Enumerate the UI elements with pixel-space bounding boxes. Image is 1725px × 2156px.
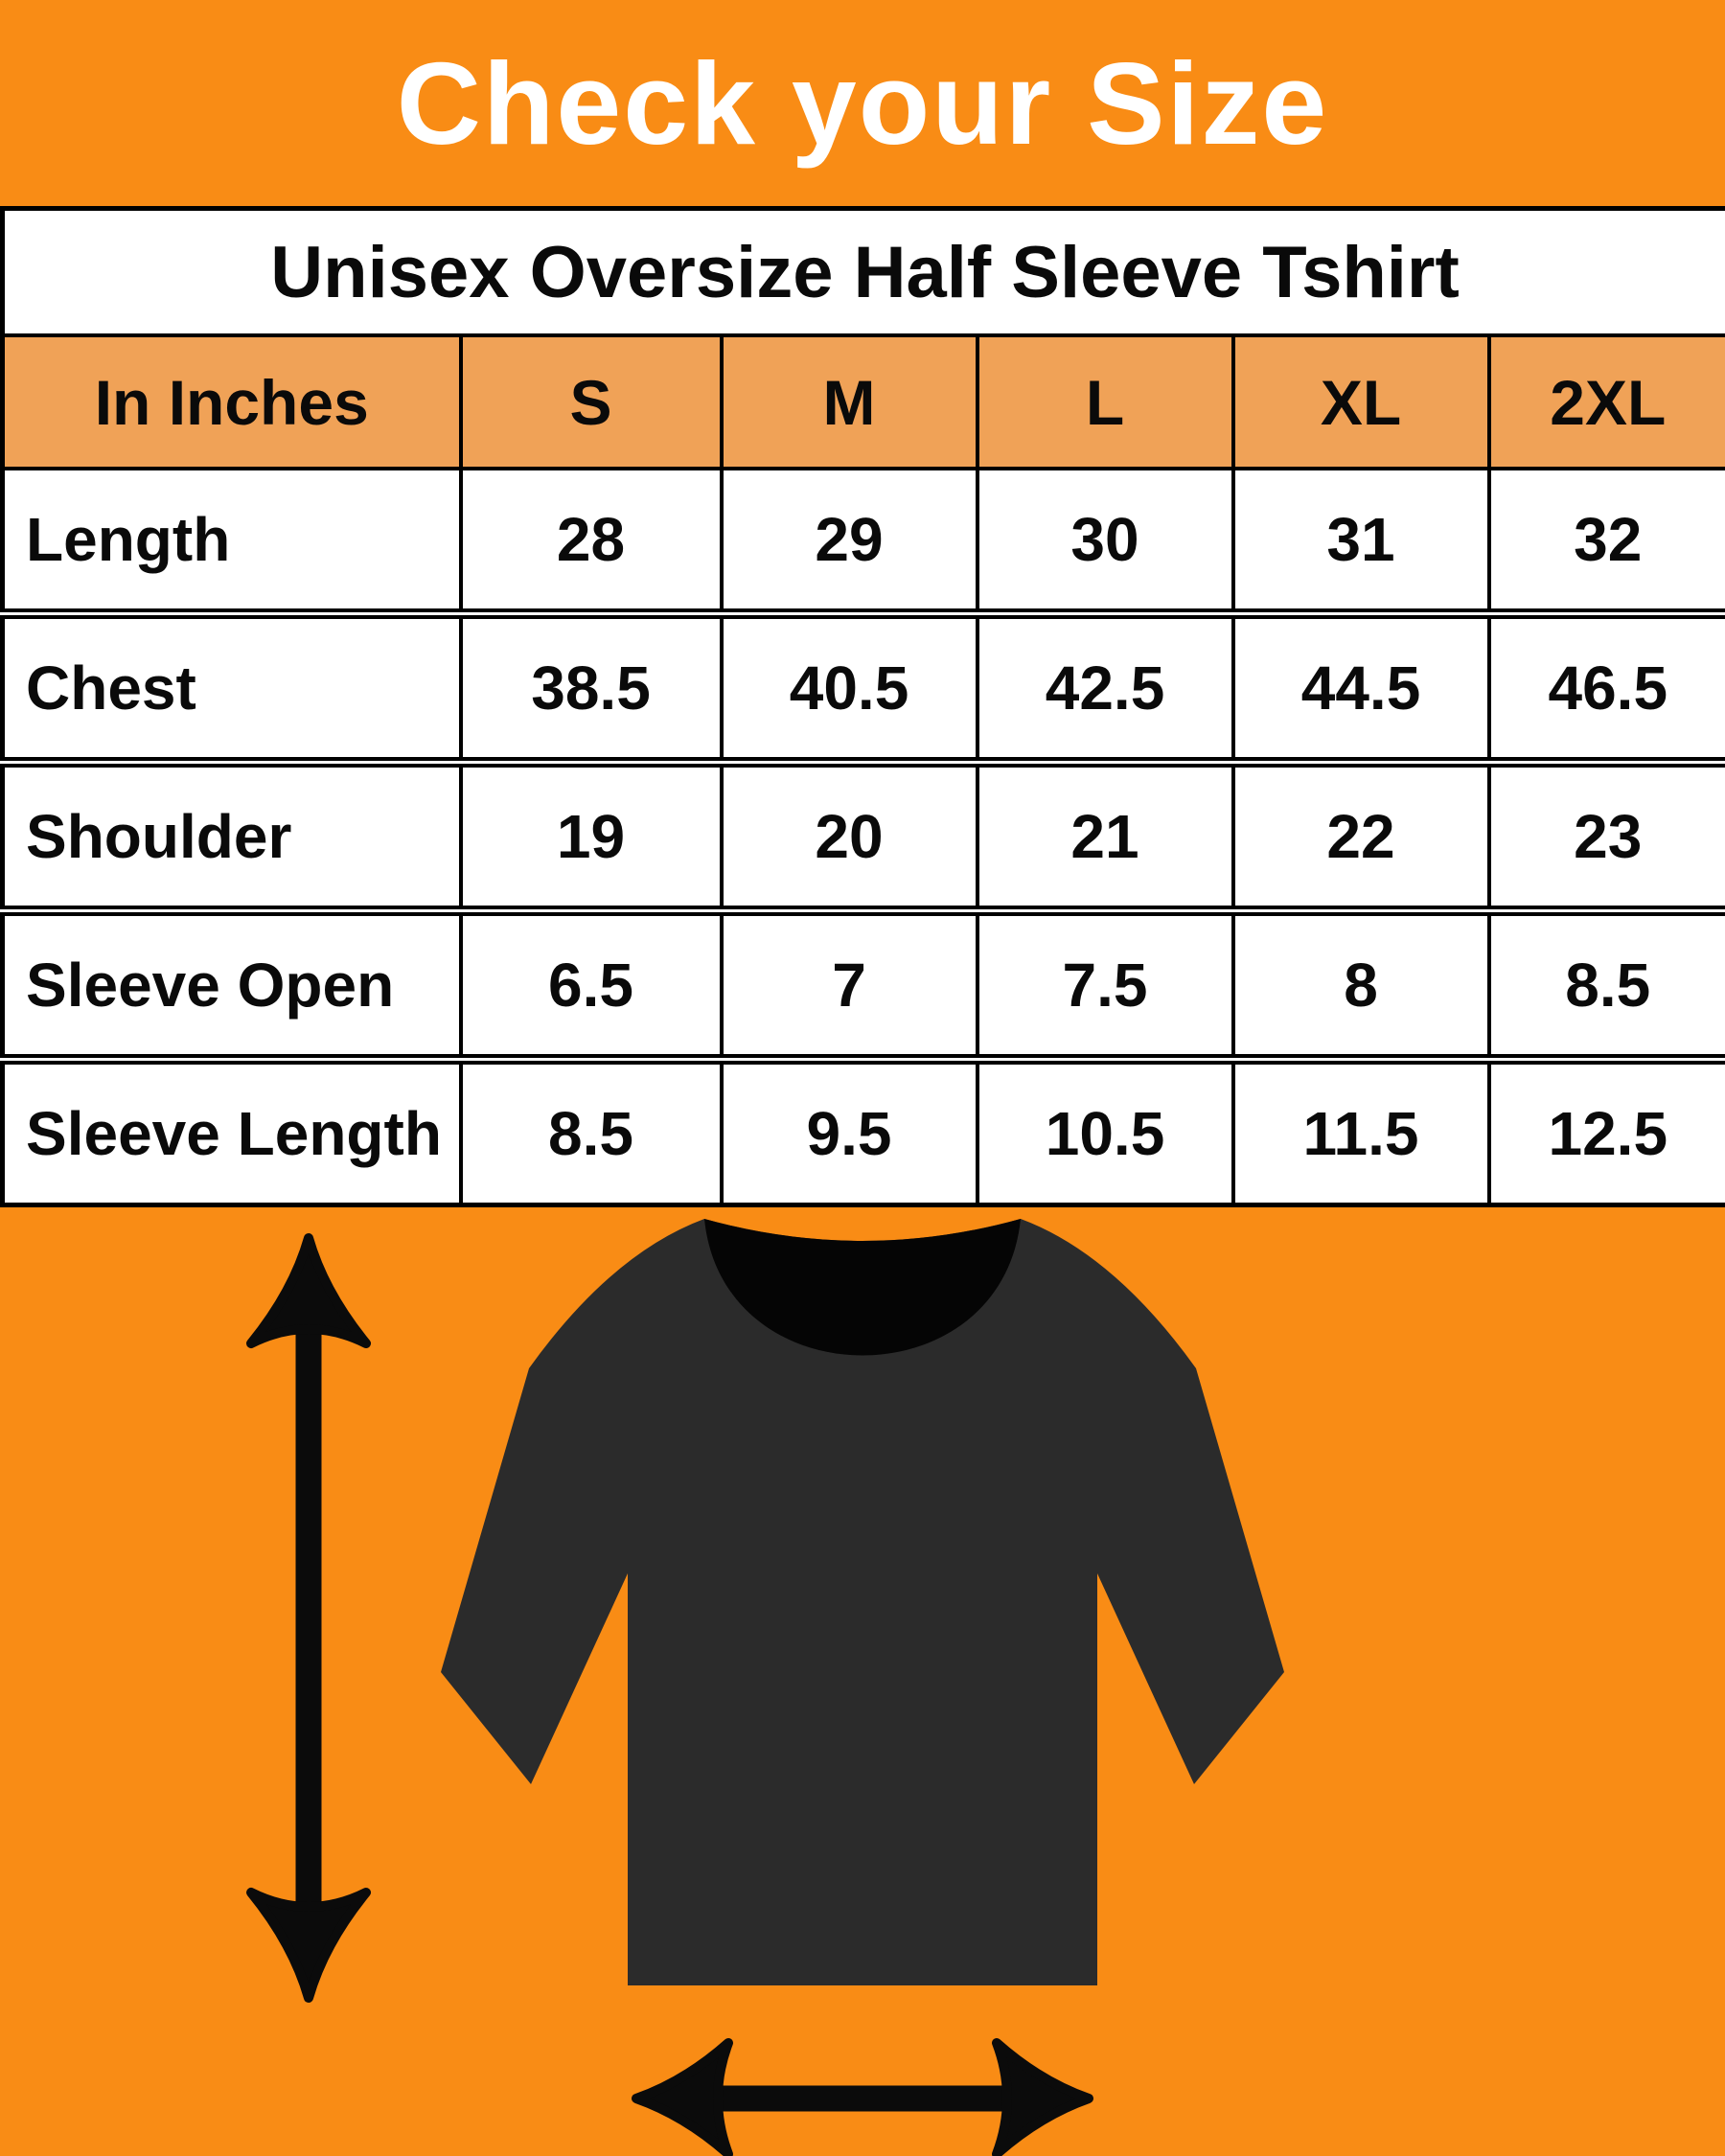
table-header-row: In Inches S M L XL 2XL	[0, 333, 1725, 470]
size-table: Unisex Oversize Half Sleeve Tshirt In In…	[0, 206, 1725, 1207]
size-cell: 7	[719, 906, 979, 1062]
row-label: Length	[0, 467, 463, 616]
page-title: Check your Size	[396, 37, 1329, 169]
row-label: Sleeve Open	[0, 906, 463, 1062]
size-cell: 10.5	[975, 1054, 1235, 1207]
size-cell: 29	[719, 467, 979, 616]
table-row-length: Length 28 29 30 31 32	[0, 467, 1725, 616]
size-cell: 23	[1486, 757, 1725, 913]
size-header-l: L	[975, 333, 1235, 470]
table-row-sleeve-length: Sleeve Length 8.5 9.5 10.5 11.5 12.5	[0, 1054, 1725, 1207]
row-label: Shoulder	[0, 757, 463, 913]
width-measure-arrow-icon	[632, 2038, 1093, 2156]
size-cell: 31	[1230, 467, 1491, 616]
size-cell: 30	[975, 467, 1235, 616]
size-header-xl: XL	[1230, 333, 1491, 470]
size-cell: 38.5	[458, 608, 724, 765]
size-cell: 8.5	[458, 1054, 724, 1207]
tshirt-measurement-illustration	[0, 1176, 1725, 2156]
size-cell: 28	[458, 467, 724, 616]
size-cell: 7.5	[975, 906, 1235, 1062]
size-cell: 11.5	[1230, 1054, 1491, 1207]
size-cell: 44.5	[1230, 608, 1491, 765]
table-title-row: Unisex Oversize Half Sleeve Tshirt	[0, 206, 1725, 337]
size-cell: 8	[1230, 906, 1491, 1062]
size-cell: 21	[975, 757, 1235, 913]
size-cell: 20	[719, 757, 979, 913]
size-cell: 8.5	[1486, 906, 1725, 1062]
tshirt-collar-icon	[704, 1219, 1021, 1356]
size-cell: 19	[458, 757, 724, 913]
size-header-2xl: 2XL	[1486, 333, 1725, 470]
size-cell: 40.5	[719, 608, 979, 765]
size-cell: 12.5	[1486, 1054, 1725, 1207]
table-title: Unisex Oversize Half Sleeve Tshirt	[0, 206, 1725, 337]
size-header-m: M	[719, 333, 979, 470]
table-row-chest: Chest 38.5 40.5 42.5 44.5 46.5	[0, 608, 1725, 765]
banner: Check your Size	[0, 0, 1725, 206]
size-cell: 22	[1230, 757, 1491, 913]
size-cell: 9.5	[719, 1054, 979, 1207]
size-cell: 6.5	[458, 906, 724, 1062]
row-label: Chest	[0, 608, 463, 765]
size-header-s: S	[458, 333, 724, 470]
table-row-sleeve-open: Sleeve Open 6.5 7 7.5 8 8.5	[0, 906, 1725, 1062]
size-cell: 42.5	[975, 608, 1235, 765]
size-cell: 32	[1486, 467, 1725, 616]
length-measure-arrow-icon	[246, 1233, 371, 2003]
tshirt-silhouette-icon	[441, 1219, 1284, 1985]
size-cell: 46.5	[1486, 608, 1725, 765]
tshirt-measurement-graphic	[246, 1219, 1284, 2156]
unit-header-cell: In Inches	[0, 333, 463, 470]
table-row-shoulder: Shoulder 19 20 21 22 23	[0, 757, 1725, 913]
row-label: Sleeve Length	[0, 1054, 463, 1207]
